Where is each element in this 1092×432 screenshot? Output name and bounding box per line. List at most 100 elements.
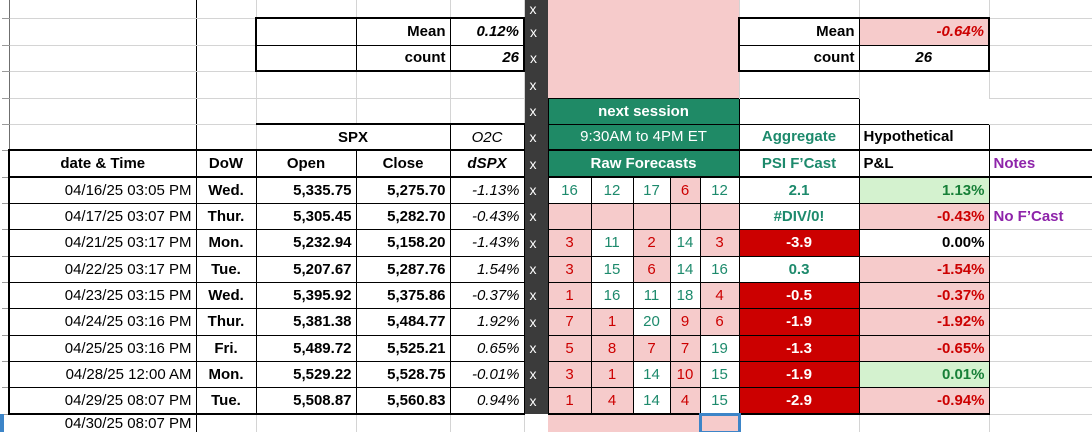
header-dow[interactable]: DoW	[195, 149, 257, 178]
empty-cell[interactable]	[700, 18, 739, 45]
cell-raw-forecast[interactable]: 6	[632, 255, 671, 283]
empty-cell[interactable]	[548, 45, 591, 71]
empty-cell[interactable]	[700, 71, 740, 98]
cell-raw-forecast[interactable]: 3	[699, 228, 740, 257]
cell-close[interactable]: 5,287.76	[355, 255, 451, 283]
cell-pnl[interactable]: 0.01%	[858, 360, 990, 388]
header-session-time[interactable]: 9:30AM to 4PM ET	[547, 123, 740, 151]
cell-close[interactable]: 5,375.86	[355, 281, 451, 309]
stat-count-value-left[interactable]: 26	[449, 44, 525, 72]
cell-psi-fcast[interactable]: -1.9	[738, 307, 860, 336]
empty-cell[interactable]	[255, 17, 357, 46]
x-marker-cell[interactable]: x	[524, 45, 548, 71]
cell-open[interactable]: 5,529.22	[255, 360, 357, 388]
cell-raw-forecast[interactable]: 3	[547, 255, 592, 283]
cell-raw-forecast[interactable]: 2	[632, 228, 671, 257]
cell-raw-forecast[interactable]: 16	[590, 281, 634, 309]
stat-count-value-right[interactable]: 26	[858, 44, 990, 72]
empty-cell[interactable]	[989, 18, 1092, 46]
cell-dspx[interactable]: 0.65%	[449, 334, 525, 362]
x-marker-cell[interactable]: x	[524, 177, 548, 203]
cell-psi-fcast[interactable]: -1.9	[738, 360, 860, 388]
empty-cell[interactable]	[524, 414, 548, 432]
empty-cell[interactable]	[670, 0, 700, 18]
cell-close[interactable]: 5,282.70	[355, 202, 451, 230]
cell-raw-forecast[interactable]: 1	[590, 307, 634, 336]
cell-date[interactable]: 04/30/25 08:07 PM	[9, 414, 197, 432]
cell-open[interactable]: 5,305.45	[255, 202, 357, 230]
header-dspx[interactable]: dSPX	[449, 149, 525, 178]
cell-raw-forecast[interactable]: 1	[547, 281, 592, 309]
cell-raw-forecast[interactable]: 6	[699, 307, 740, 336]
empty-cell[interactable]	[700, 0, 740, 18]
empty-cell[interactable]	[196, 0, 257, 19]
cell-psi-fcast[interactable]: -0.5	[738, 281, 860, 309]
cell-open[interactable]: 5,381.38	[255, 307, 357, 336]
cell-raw-forecast[interactable]: 4	[669, 386, 701, 415]
x-marker-cell[interactable]: x	[524, 150, 548, 177]
cell-raw-forecast[interactable]: 1	[547, 386, 592, 415]
header-next-session[interactable]: next session	[547, 97, 740, 125]
cell-close[interactable]: 5,525.21	[355, 334, 451, 362]
header-aggregate[interactable]: Aggregate	[738, 123, 860, 151]
empty-cell[interactable]	[9, 18, 197, 46]
empty-cell[interactable]	[633, 45, 670, 71]
cell-date[interactable]: 04/23/25 03:15 PM	[8, 281, 197, 309]
cell-open[interactable]	[256, 414, 357, 432]
header-close[interactable]: Close	[355, 149, 451, 178]
cell-close[interactable]: 5,158.20	[355, 228, 451, 257]
cell-raw-forecast[interactable]: 3	[547, 228, 592, 257]
cell-dspx[interactable]: -0.37%	[449, 281, 525, 309]
empty-cell[interactable]	[196, 45, 257, 72]
cell-raw-forecast[interactable]: 16	[547, 176, 592, 204]
cell-dow[interactable]	[196, 414, 257, 432]
x-marker-cell[interactable]: x	[524, 229, 548, 256]
cell-raw-forecast[interactable]: 19	[699, 334, 740, 362]
cell-raw-forecast[interactable]: 12	[590, 176, 634, 204]
cell-raw-forecast[interactable]	[669, 202, 701, 230]
cell-raw-forecast[interactable]: 5	[547, 334, 592, 362]
cell-dow[interactable]: Fri.	[195, 334, 257, 362]
cell-date[interactable]: 04/21/25 03:17 PM	[8, 228, 197, 257]
stat-count-label-left[interactable]: count	[355, 44, 451, 72]
cell-raw-forecast[interactable]: 7	[632, 334, 671, 362]
cell-raw-forecast[interactable]	[633, 414, 670, 432]
empty-cell[interactable]	[670, 18, 700, 45]
cell-raw-forecast[interactable]: 14	[669, 255, 701, 283]
empty-cell[interactable]	[859, 98, 989, 124]
cell-raw-forecast[interactable]: 6	[669, 176, 701, 204]
empty-cell[interactable]	[633, 18, 670, 45]
empty-cell[interactable]	[9, 45, 197, 72]
cell-raw-forecast[interactable]: 7	[547, 307, 592, 336]
empty-cell[interactable]	[670, 45, 700, 71]
empty-cell[interactable]	[256, 0, 357, 19]
cell-notes[interactable]: No F’Cast	[989, 203, 1092, 230]
x-marker-cell[interactable]: x	[524, 18, 548, 45]
cell-dow[interactable]: Tue.	[195, 386, 257, 415]
header-date-time[interactable]: date & Time	[8, 149, 197, 178]
cell-notes[interactable]	[989, 177, 1092, 204]
x-marker-cell[interactable]: x	[524, 256, 548, 282]
cell-date[interactable]: 04/16/25 03:05 PM	[8, 176, 197, 204]
empty-cell[interactable]	[700, 45, 739, 71]
cell-dspx[interactable]: 1.92%	[449, 307, 525, 336]
cell-raw-forecast[interactable]: 1	[590, 360, 634, 388]
empty-cell[interactable]	[859, 0, 990, 19]
cell-dow[interactable]: Mon.	[195, 360, 257, 388]
cell-dspx[interactable]: 0.94%	[449, 386, 525, 415]
empty-cell[interactable]	[356, 71, 451, 99]
cell-pnl[interactable]: 1.13%	[858, 176, 990, 204]
empty-cell[interactable]	[670, 71, 700, 98]
cell-dow[interactable]: Mon.	[195, 228, 257, 257]
cell-psi-fcast[interactable]	[739, 414, 860, 432]
stat-mean-label-right[interactable]: Mean	[738, 17, 860, 46]
stat-mean-label-left[interactable]: Mean	[355, 17, 451, 46]
cell-psi-fcast[interactable]: #DIV/0!	[738, 202, 860, 230]
empty-cell[interactable]	[738, 97, 860, 125]
cell-raw-forecast[interactable]: 4	[699, 281, 740, 309]
cell-close[interactable]: 5,528.75	[355, 360, 451, 388]
stat-count-label-right[interactable]: count	[738, 44, 860, 72]
header-open[interactable]: Open	[255, 149, 357, 178]
cell-raw-forecast[interactable]	[547, 202, 592, 230]
header-o2c[interactable]: O2C	[449, 123, 525, 151]
